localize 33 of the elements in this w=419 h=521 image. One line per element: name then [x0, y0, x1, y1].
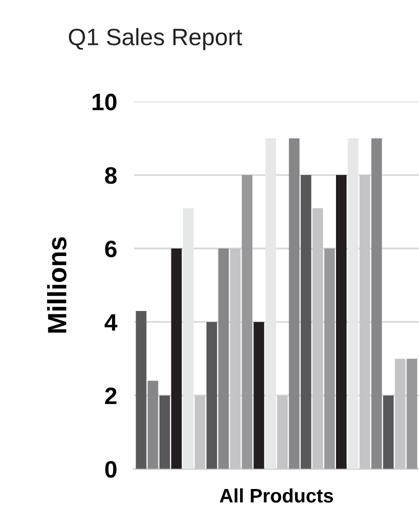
bar: [324, 248, 335, 469]
bar: [406, 358, 418, 469]
bar: [206, 322, 218, 469]
bar: [394, 358, 406, 469]
bar: [300, 175, 312, 469]
y-axis-title: Millions: [47, 237, 66, 333]
bar: [348, 138, 358, 469]
y-tick-label: 6: [105, 240, 117, 258]
bar: [194, 395, 206, 469]
x-axis-title: All Products: [220, 488, 334, 503]
bar: [265, 138, 276, 469]
bar: [312, 208, 324, 469]
bar: [136, 310, 146, 469]
bar: [182, 208, 194, 469]
bar: [336, 175, 347, 469]
y-tick-label: 2: [105, 388, 116, 404]
bar: [230, 248, 241, 469]
bar: [288, 138, 300, 469]
bar: [218, 248, 229, 469]
y-tick-label: 4: [104, 314, 118, 331]
y-tick-label: 0: [105, 460, 116, 478]
bar: [171, 248, 182, 469]
bar: [148, 380, 158, 469]
y-tick-label: 8: [105, 167, 117, 184]
bar: [371, 138, 382, 469]
bar: [277, 395, 288, 469]
bar: [383, 395, 394, 469]
bar: [159, 395, 170, 469]
bar: [254, 322, 264, 469]
bar: [242, 175, 252, 469]
y-tick-label: 10: [92, 94, 116, 110]
chart-title: Q1 Sales Report: [68, 28, 242, 50]
bar: [360, 175, 370, 469]
